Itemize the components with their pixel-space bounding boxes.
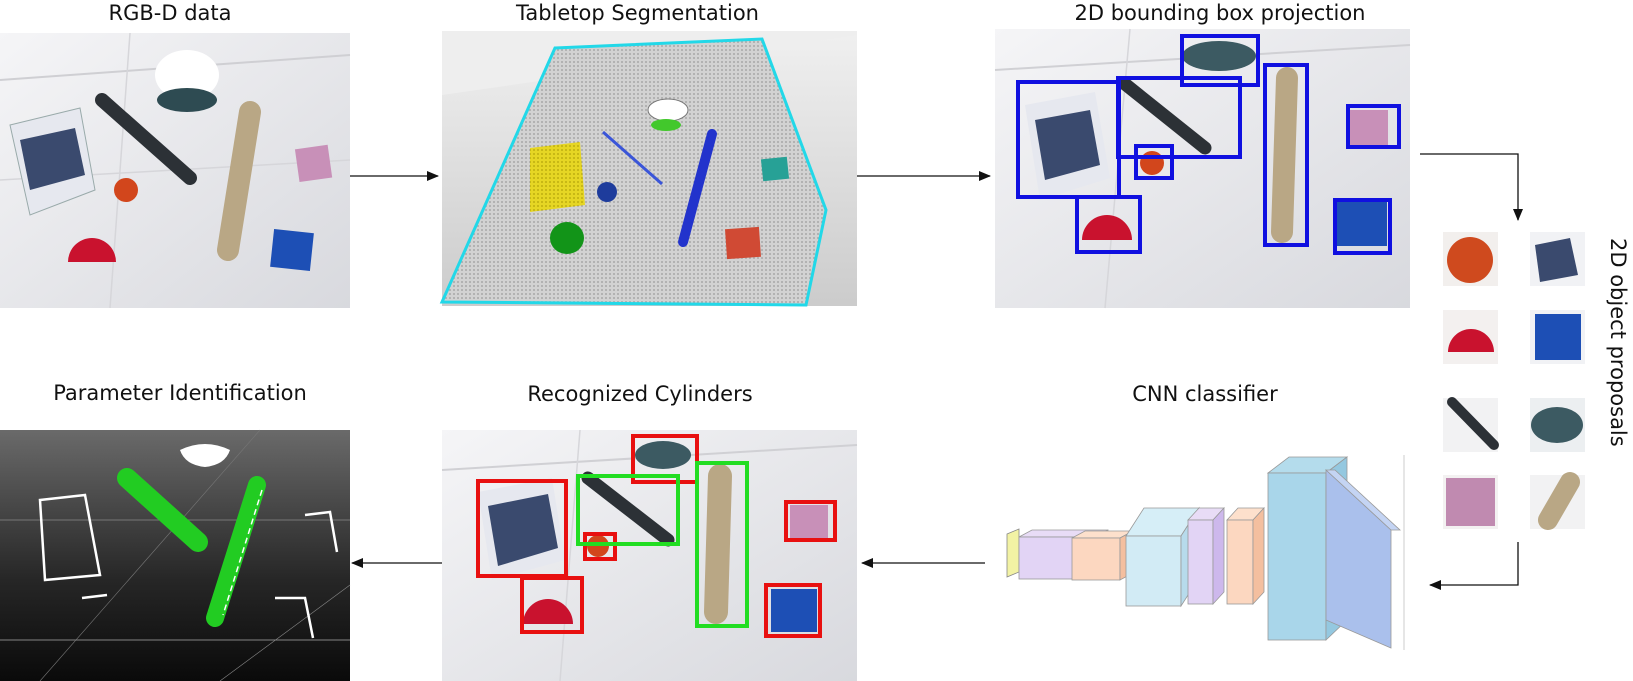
box-cylinder [576,474,680,546]
rgbd-image [0,32,351,309]
fitted-cylinder [117,468,208,552]
parameter-identification-image [0,429,351,681]
label-cnn-classifier: CNN classifier [1132,382,1278,406]
box-not-cylinder [784,500,837,542]
fitted-cylinder [206,476,266,627]
arrow-proposals-to-cnn [1429,542,1519,590]
box-not-cylinder [520,576,584,634]
box-not-cylinder [764,583,822,638]
label-recognized-cylinders: Recognized Cylinders [527,382,753,406]
bbox-projection-image [994,28,1411,309]
label-parameter-identification: Parameter Identification [53,381,307,405]
recognized-cylinders-image [441,429,858,681]
tabletop-pointcloud [439,31,857,307]
box-cylinder [695,461,749,628]
box-not-cylinder [583,532,617,561]
box-not-cylinder [631,434,699,484]
label-tabletop: Tabletop Segmentation [516,1,759,25]
object-proposal-crops [1443,232,1585,530]
label-bbox-projection: 2D bounding box projection [1074,1,1366,25]
arrow-bbox-to-proposals [1420,153,1523,221]
label-rgbd: RGB-D data [108,1,232,25]
cnn-classifier-diagram [1006,455,1405,650]
proposal-boxes [1016,34,1401,255]
